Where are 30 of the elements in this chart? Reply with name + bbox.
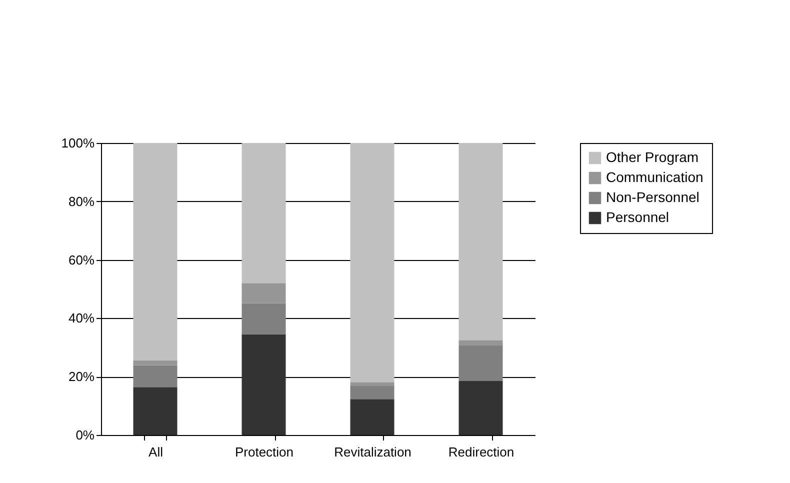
bar xyxy=(242,283,286,304)
legend-label: Personnel xyxy=(606,209,670,225)
y-tick-label: 20% xyxy=(68,369,95,384)
legend-label: Other Program xyxy=(606,149,699,165)
legend-label: Non-Personnel xyxy=(606,189,700,205)
bar xyxy=(350,386,394,400)
x-tick-label: Redirection xyxy=(448,444,514,460)
y-tick-label: 60% xyxy=(68,252,95,268)
y-tick-label: 100% xyxy=(61,136,95,150)
bar xyxy=(458,143,503,340)
bar xyxy=(242,143,286,284)
bar xyxy=(458,340,503,346)
bar xyxy=(242,303,286,334)
bar xyxy=(133,143,178,360)
x-tick-label: Protection xyxy=(234,444,294,460)
y-tick-label: 40% xyxy=(68,310,95,326)
y-tick-label: 0% xyxy=(76,428,95,442)
y-tick-label: 80% xyxy=(68,194,95,209)
bar xyxy=(133,365,178,388)
bar xyxy=(242,334,286,435)
bar xyxy=(350,143,394,382)
bar xyxy=(350,399,394,435)
x-tick-label: Revitalization xyxy=(334,444,412,460)
bar xyxy=(350,382,394,386)
bar xyxy=(133,387,178,435)
bar xyxy=(133,360,178,366)
bar xyxy=(458,380,503,435)
bar xyxy=(458,345,503,381)
legend-label: Communication xyxy=(606,169,704,185)
x-tick-label: All xyxy=(148,444,164,460)
